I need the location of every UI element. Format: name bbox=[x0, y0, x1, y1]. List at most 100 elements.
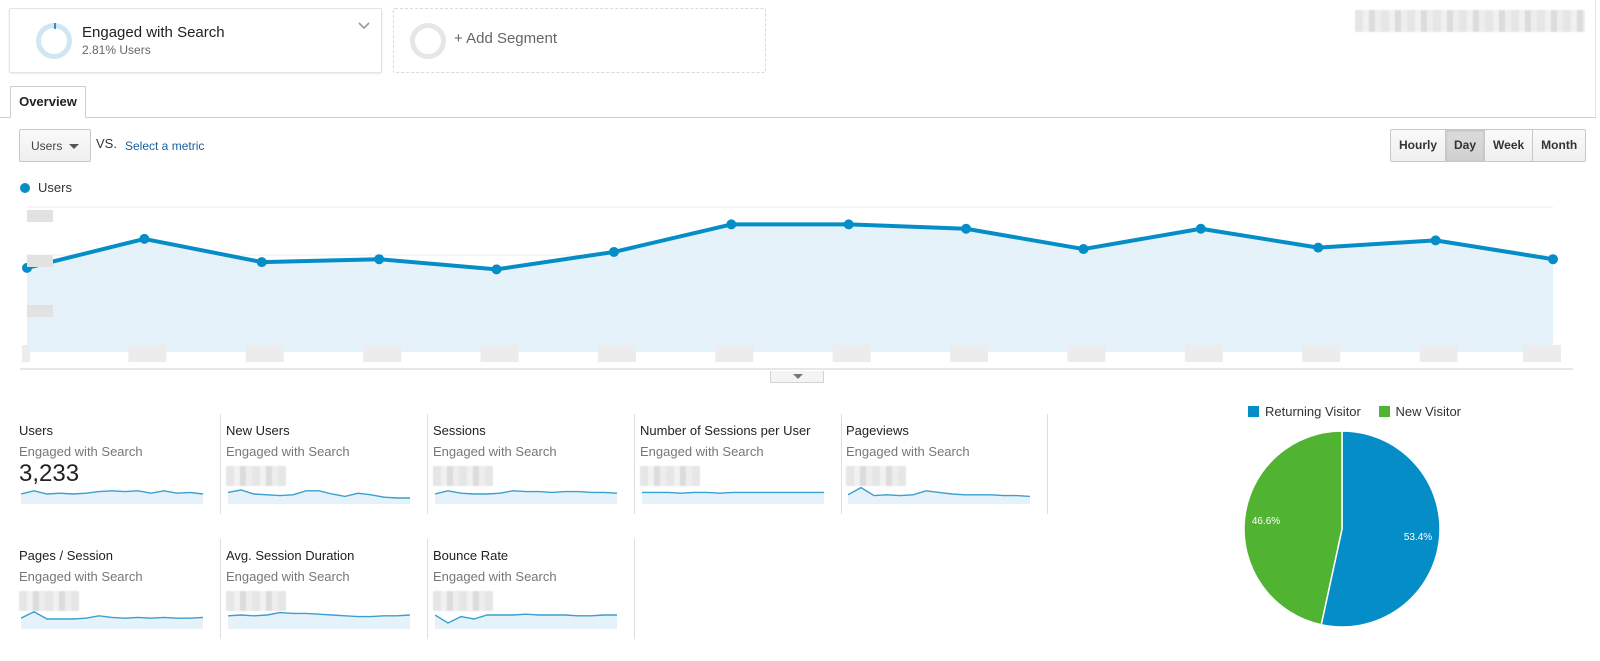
y-tick-redacted bbox=[27, 255, 53, 267]
pie-chart: 53.4% 46.6% bbox=[1243, 430, 1441, 628]
caret-down-icon bbox=[69, 144, 79, 149]
chart-collapse-toggle[interactable] bbox=[770, 371, 824, 383]
scorecard-metric-name: New Users bbox=[226, 423, 290, 438]
legend-label-users: Users bbox=[38, 180, 72, 195]
data-point[interactable] bbox=[374, 254, 385, 265]
range-week-button[interactable]: Week bbox=[1485, 130, 1534, 161]
segment-title: Engaged with Search bbox=[82, 24, 225, 41]
time-range-toggle: Hourly Day Week Month bbox=[1390, 129, 1587, 162]
x-tick-redacted bbox=[480, 345, 519, 362]
scorecard-new-users[interactable]: New Users Engaged with Search bbox=[226, 414, 428, 514]
scorecard-sessions[interactable]: Sessions Engaged with Search bbox=[433, 414, 635, 514]
legend-swatch-icon bbox=[1248, 406, 1259, 417]
scorecard-value-redacted bbox=[846, 466, 906, 486]
sparkline-area bbox=[21, 611, 203, 629]
scorecard-avg-session-duration[interactable]: Avg. Session Duration Engaged with Search bbox=[226, 539, 428, 639]
tab-bar-divider bbox=[0, 117, 1596, 118]
y-tick-redacted bbox=[27, 210, 53, 222]
sparkline-line bbox=[642, 491, 824, 494]
scorecard-metric-name: Sessions bbox=[433, 423, 486, 438]
scorecard-segment-name: Engaged with Search bbox=[846, 444, 970, 459]
data-point[interactable] bbox=[256, 257, 267, 268]
range-hourly-button[interactable]: Hourly bbox=[1391, 130, 1447, 161]
scorecard-number-of-sessions-per-user[interactable]: Number of Sessions per User Engaged with … bbox=[640, 414, 842, 514]
scorecard-value-redacted bbox=[433, 466, 493, 486]
x-tick-redacted bbox=[1419, 345, 1458, 362]
scorecard-value: 3,233 bbox=[19, 460, 80, 487]
scorecard-metric-name: Number of Sessions per User bbox=[640, 423, 811, 438]
sparkline bbox=[228, 611, 410, 629]
select-metric-link[interactable]: Select a metric bbox=[125, 139, 205, 153]
legend-new-visitor[interactable]: New Visitor bbox=[1378, 404, 1461, 419]
x-tick-redacted bbox=[22, 345, 30, 362]
users-area bbox=[27, 224, 1553, 352]
scorecard-value-redacted bbox=[433, 591, 493, 611]
empty-segment-ring-icon bbox=[410, 23, 446, 59]
scorecard-bounce-rate[interactable]: Bounce Rate Engaged with Search bbox=[433, 539, 635, 639]
legend-returning-visitor[interactable]: Returning Visitor bbox=[1248, 404, 1361, 419]
x-tick-redacted bbox=[715, 345, 754, 362]
legend-label: Returning Visitor bbox=[1265, 404, 1361, 419]
sparkline bbox=[435, 613, 617, 629]
x-tick-redacted bbox=[832, 345, 871, 362]
data-point[interactable] bbox=[1078, 244, 1089, 255]
sparkline-line bbox=[435, 613, 617, 624]
x-tick-redacted bbox=[1302, 345, 1341, 362]
scorecard-users[interactable]: Users Engaged with Search 3,233 bbox=[19, 414, 221, 514]
data-point[interactable] bbox=[961, 223, 972, 234]
add-segment-button[interactable]: + Add Segment bbox=[393, 8, 766, 73]
sparkline-area bbox=[228, 490, 410, 504]
data-point[interactable] bbox=[1548, 254, 1558, 265]
data-point[interactable] bbox=[1195, 223, 1206, 234]
scorecard-pageviews[interactable]: Pageviews Engaged with Search bbox=[846, 414, 1048, 514]
data-point[interactable] bbox=[726, 219, 737, 230]
segment-subtitle: 2.81% Users bbox=[82, 43, 151, 57]
sparkline bbox=[848, 486, 1030, 504]
x-tick-redacted bbox=[1523, 345, 1561, 362]
data-point[interactable] bbox=[1313, 242, 1324, 253]
scorecard-metric-name: Users bbox=[19, 423, 53, 438]
scorecard-segment-name: Engaged with Search bbox=[226, 569, 350, 584]
pie-slice-returning-visitor[interactable] bbox=[1320, 430, 1441, 628]
pie-legend: Returning Visitor New Visitor bbox=[1248, 404, 1475, 419]
vs-label: VS. bbox=[96, 136, 117, 151]
x-tick-redacted bbox=[128, 345, 167, 362]
scorecard-segment-name: Engaged with Search bbox=[640, 444, 764, 459]
data-point[interactable] bbox=[491, 264, 502, 275]
scorecard-metric-name: Avg. Session Duration bbox=[226, 548, 355, 563]
sparkline-line bbox=[21, 490, 203, 495]
sparkline-line bbox=[435, 490, 617, 495]
data-point[interactable] bbox=[139, 233, 150, 244]
scorecard-segment-name: Engaged with Search bbox=[19, 444, 143, 459]
x-tick-redacted bbox=[245, 345, 284, 362]
range-month-button[interactable]: Month bbox=[1533, 130, 1586, 161]
x-tick-redacted bbox=[363, 345, 402, 362]
sparkline-area bbox=[848, 487, 1030, 504]
segment-card-active[interactable]: Engaged with Search 2.81% Users bbox=[9, 8, 382, 73]
pie-slice-label: 46.6% bbox=[1252, 516, 1280, 527]
metric-select[interactable]: Users bbox=[19, 129, 91, 162]
sparkline bbox=[435, 490, 617, 504]
x-tick-redacted bbox=[597, 345, 636, 362]
data-point[interactable] bbox=[608, 246, 619, 257]
pie-slice-label: 53.4% bbox=[1404, 532, 1432, 543]
range-day-button[interactable]: Day bbox=[1446, 130, 1486, 161]
tab-overview[interactable]: Overview bbox=[10, 86, 86, 118]
chevron-down-icon[interactable] bbox=[357, 19, 371, 33]
scorecard-value-redacted bbox=[19, 591, 79, 611]
users-series-line bbox=[26, 222, 1554, 272]
scorecard-metric-name: Pageviews bbox=[846, 423, 909, 438]
scorecard-pages-session[interactable]: Pages / Session Engaged with Search bbox=[19, 539, 221, 639]
pie-slice-new-visitor[interactable] bbox=[1243, 430, 1343, 626]
data-point[interactable] bbox=[1430, 235, 1441, 246]
sparkline-line bbox=[848, 486, 1030, 498]
scorecard-metric-name: Bounce Rate bbox=[433, 548, 509, 563]
data-point[interactable] bbox=[843, 219, 854, 230]
legend-dot-icon bbox=[20, 183, 30, 193]
metric-select-value: Users bbox=[31, 139, 63, 153]
scorecard-segment-name: Engaged with Search bbox=[433, 569, 557, 584]
add-segment-label: + Add Segment bbox=[454, 30, 557, 47]
scorecard-segment-name: Engaged with Search bbox=[19, 569, 143, 584]
chart-legend: Users bbox=[20, 180, 72, 195]
scorecard-segment-name: Engaged with Search bbox=[226, 444, 350, 459]
